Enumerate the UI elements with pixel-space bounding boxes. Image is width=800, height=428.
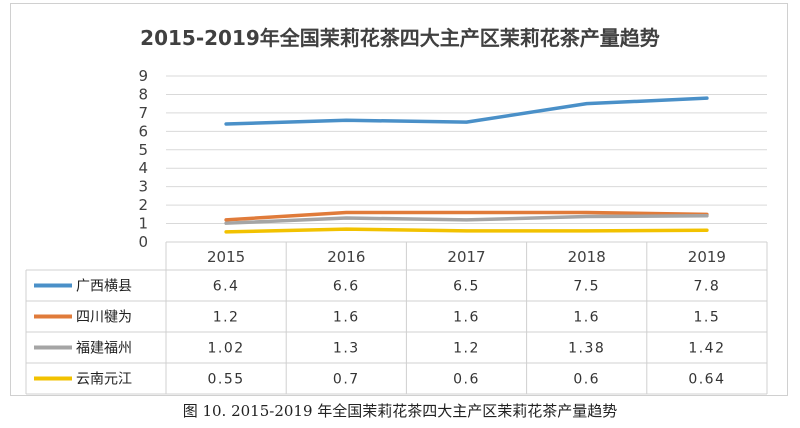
chart-title: 2015-2019年全国茉莉花茶四大主产区茉莉花茶产量趋势 — [140, 26, 660, 50]
y-tick-label: 3 — [138, 178, 148, 196]
y-tick-label: 7 — [138, 104, 148, 122]
data-label: 7.8 — [694, 279, 721, 295]
data-label: 6.6 — [333, 279, 360, 295]
y-tick-label: 6 — [138, 122, 148, 140]
data-label: 1.42 — [688, 341, 725, 357]
data-label: 1.02 — [208, 341, 245, 357]
series-name: 福建福州 — [76, 341, 132, 357]
figure-caption: 图 10. 2015-2019 年全国茉莉花茶四大主产区茉莉花茶产量趋势 — [182, 402, 618, 420]
series-line — [224, 96, 709, 126]
y-tick-label: 9 — [138, 67, 148, 85]
y-tick-label: 4 — [138, 159, 148, 177]
data-label: 1.5 — [694, 310, 721, 326]
data-label: 0.7 — [333, 372, 360, 388]
data-label: 1.6 — [573, 310, 600, 326]
x-category-label: 2018 — [568, 248, 606, 266]
y-tick-label: 5 — [138, 141, 148, 159]
y-tick-label: 0 — [138, 233, 148, 251]
chart-frame — [10, 3, 788, 396]
data-label: 0.6 — [573, 372, 600, 388]
x-category-label: 2017 — [447, 248, 485, 266]
data-label: 0.64 — [688, 372, 725, 388]
data-label: 0.55 — [208, 372, 245, 388]
series-name: 广西横县 — [76, 279, 132, 295]
data-label: 6.4 — [213, 279, 240, 295]
x-category-label: 2015 — [207, 248, 245, 266]
data-label: 0.6 — [453, 372, 480, 388]
data-label: 1.2 — [453, 341, 480, 357]
x-category-label: 2019 — [688, 248, 726, 266]
data-label: 1.6 — [453, 310, 480, 326]
y-tick-label: 2 — [138, 196, 148, 214]
series-line — [224, 227, 709, 234]
y-tick-label: 1 — [138, 215, 148, 233]
series-name: 四川犍为 — [76, 310, 132, 326]
data-label: 1.6 — [333, 310, 360, 326]
data-label: 7.5 — [573, 279, 600, 295]
data-label: 6.5 — [453, 279, 480, 295]
series-name: 云南元江 — [76, 372, 132, 388]
data-label: 1.2 — [213, 310, 240, 326]
y-tick-label: 8 — [138, 85, 148, 103]
data-label: 1.38 — [568, 341, 605, 357]
x-category-label: 2016 — [327, 248, 365, 266]
data-label: 1.3 — [333, 341, 360, 357]
